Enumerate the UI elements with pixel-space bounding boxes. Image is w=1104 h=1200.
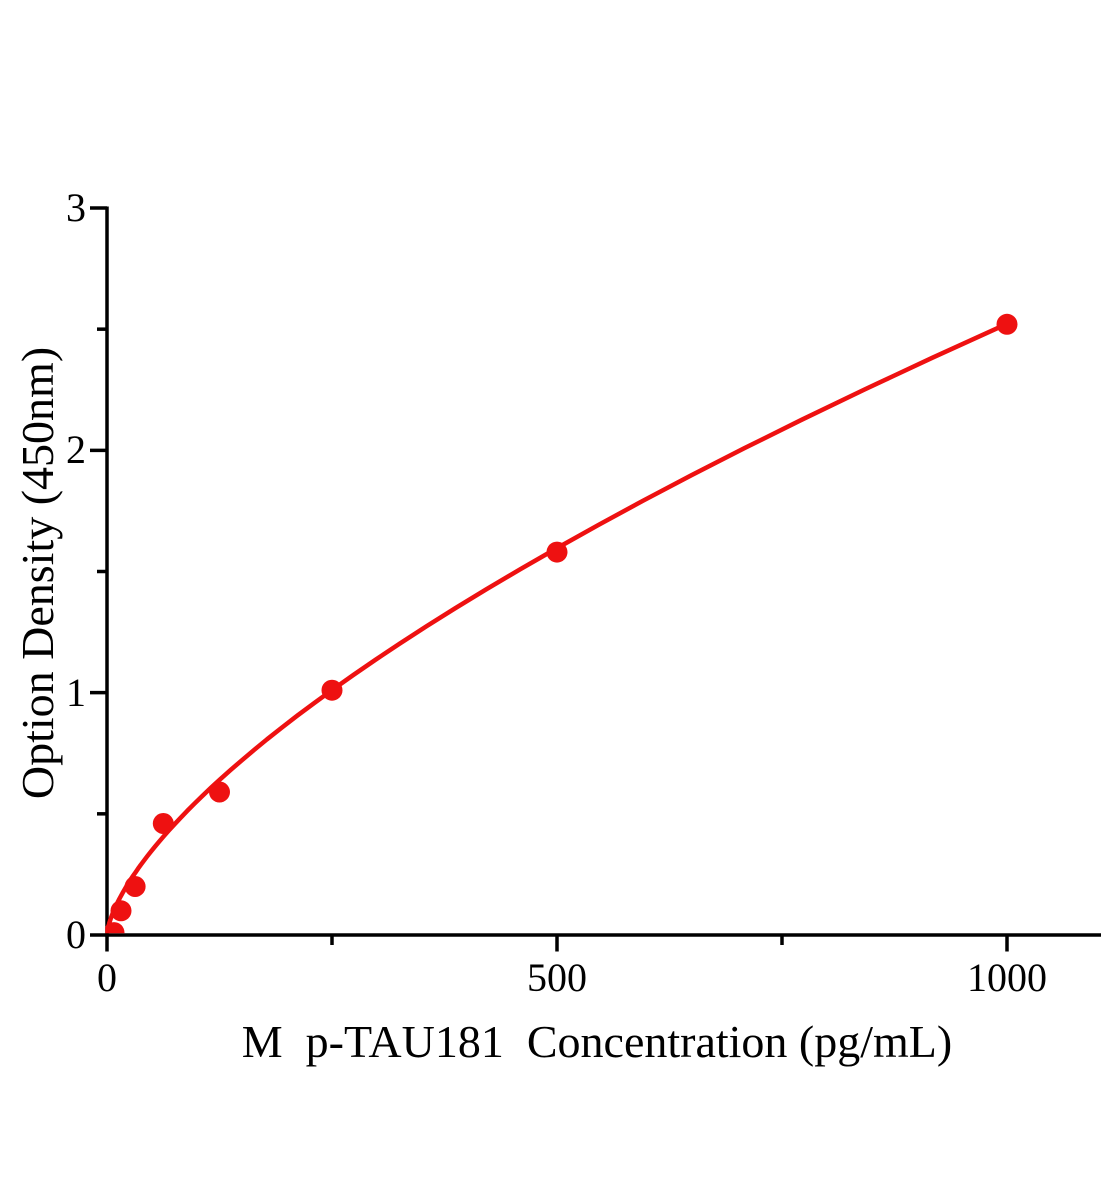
y-tick-label: 2 <box>66 427 86 473</box>
x-axis-title: M p-TAU181 Concentration (pg/mL) <box>241 1016 953 1067</box>
y-tick-label: 3 <box>66 185 86 230</box>
x-tick-label: 0 <box>97 955 117 1000</box>
x-tick-label: 1000 <box>967 955 1047 1000</box>
y-tick-label: 1 <box>66 669 86 715</box>
data-point <box>124 876 146 897</box>
data-point <box>546 541 568 563</box>
data-point <box>105 922 125 934</box>
data-point <box>209 781 230 803</box>
x-tick-label: 500 <box>527 955 587 1000</box>
y-axis-title: Option Density (450nm) <box>12 346 63 800</box>
fit-curve <box>105 321 1010 931</box>
data-point <box>996 313 1018 335</box>
data-point <box>152 813 174 834</box>
y-tick-label: 0 <box>66 912 86 957</box>
data-point <box>321 679 343 701</box>
data-point <box>110 900 132 922</box>
series-layer <box>105 313 1018 934</box>
